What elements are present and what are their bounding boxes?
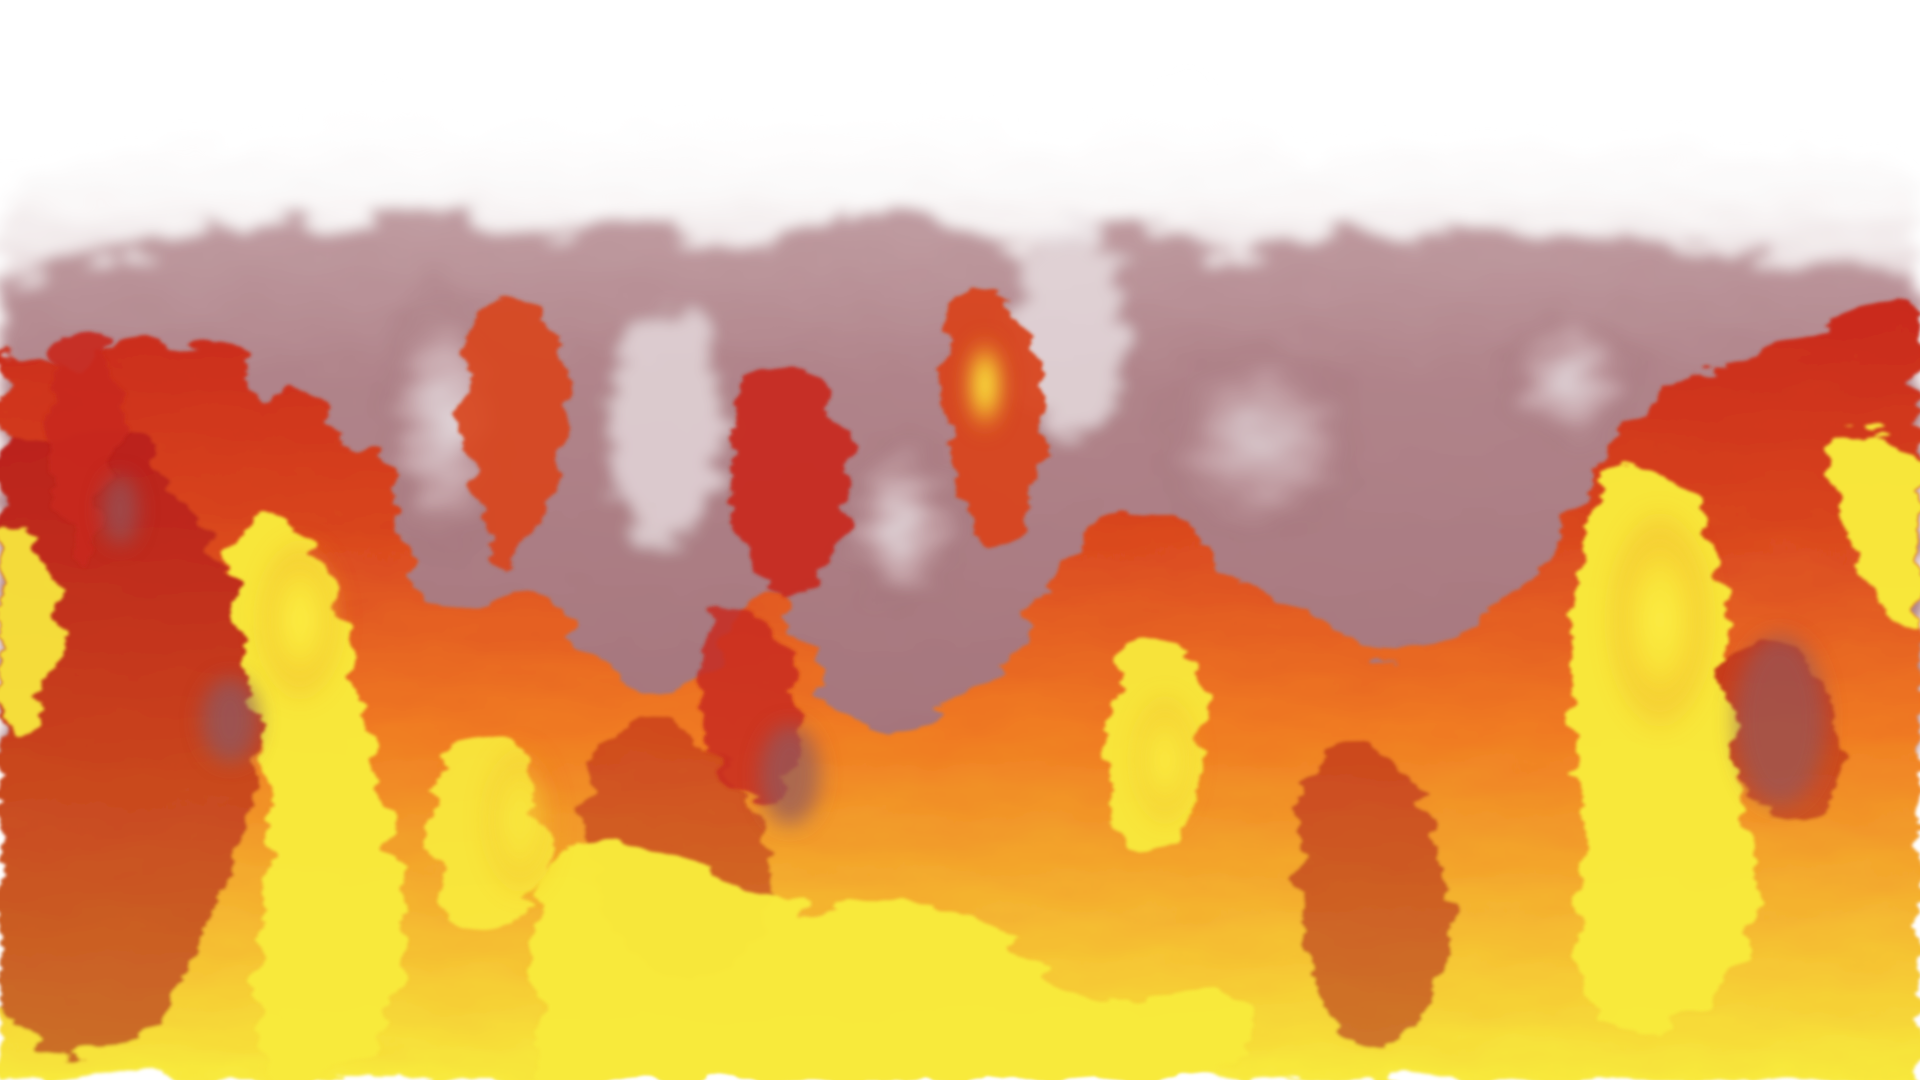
dark-smoke-pockets [102, 475, 1825, 825]
hot-spot-layer [255, 335, 1715, 900]
